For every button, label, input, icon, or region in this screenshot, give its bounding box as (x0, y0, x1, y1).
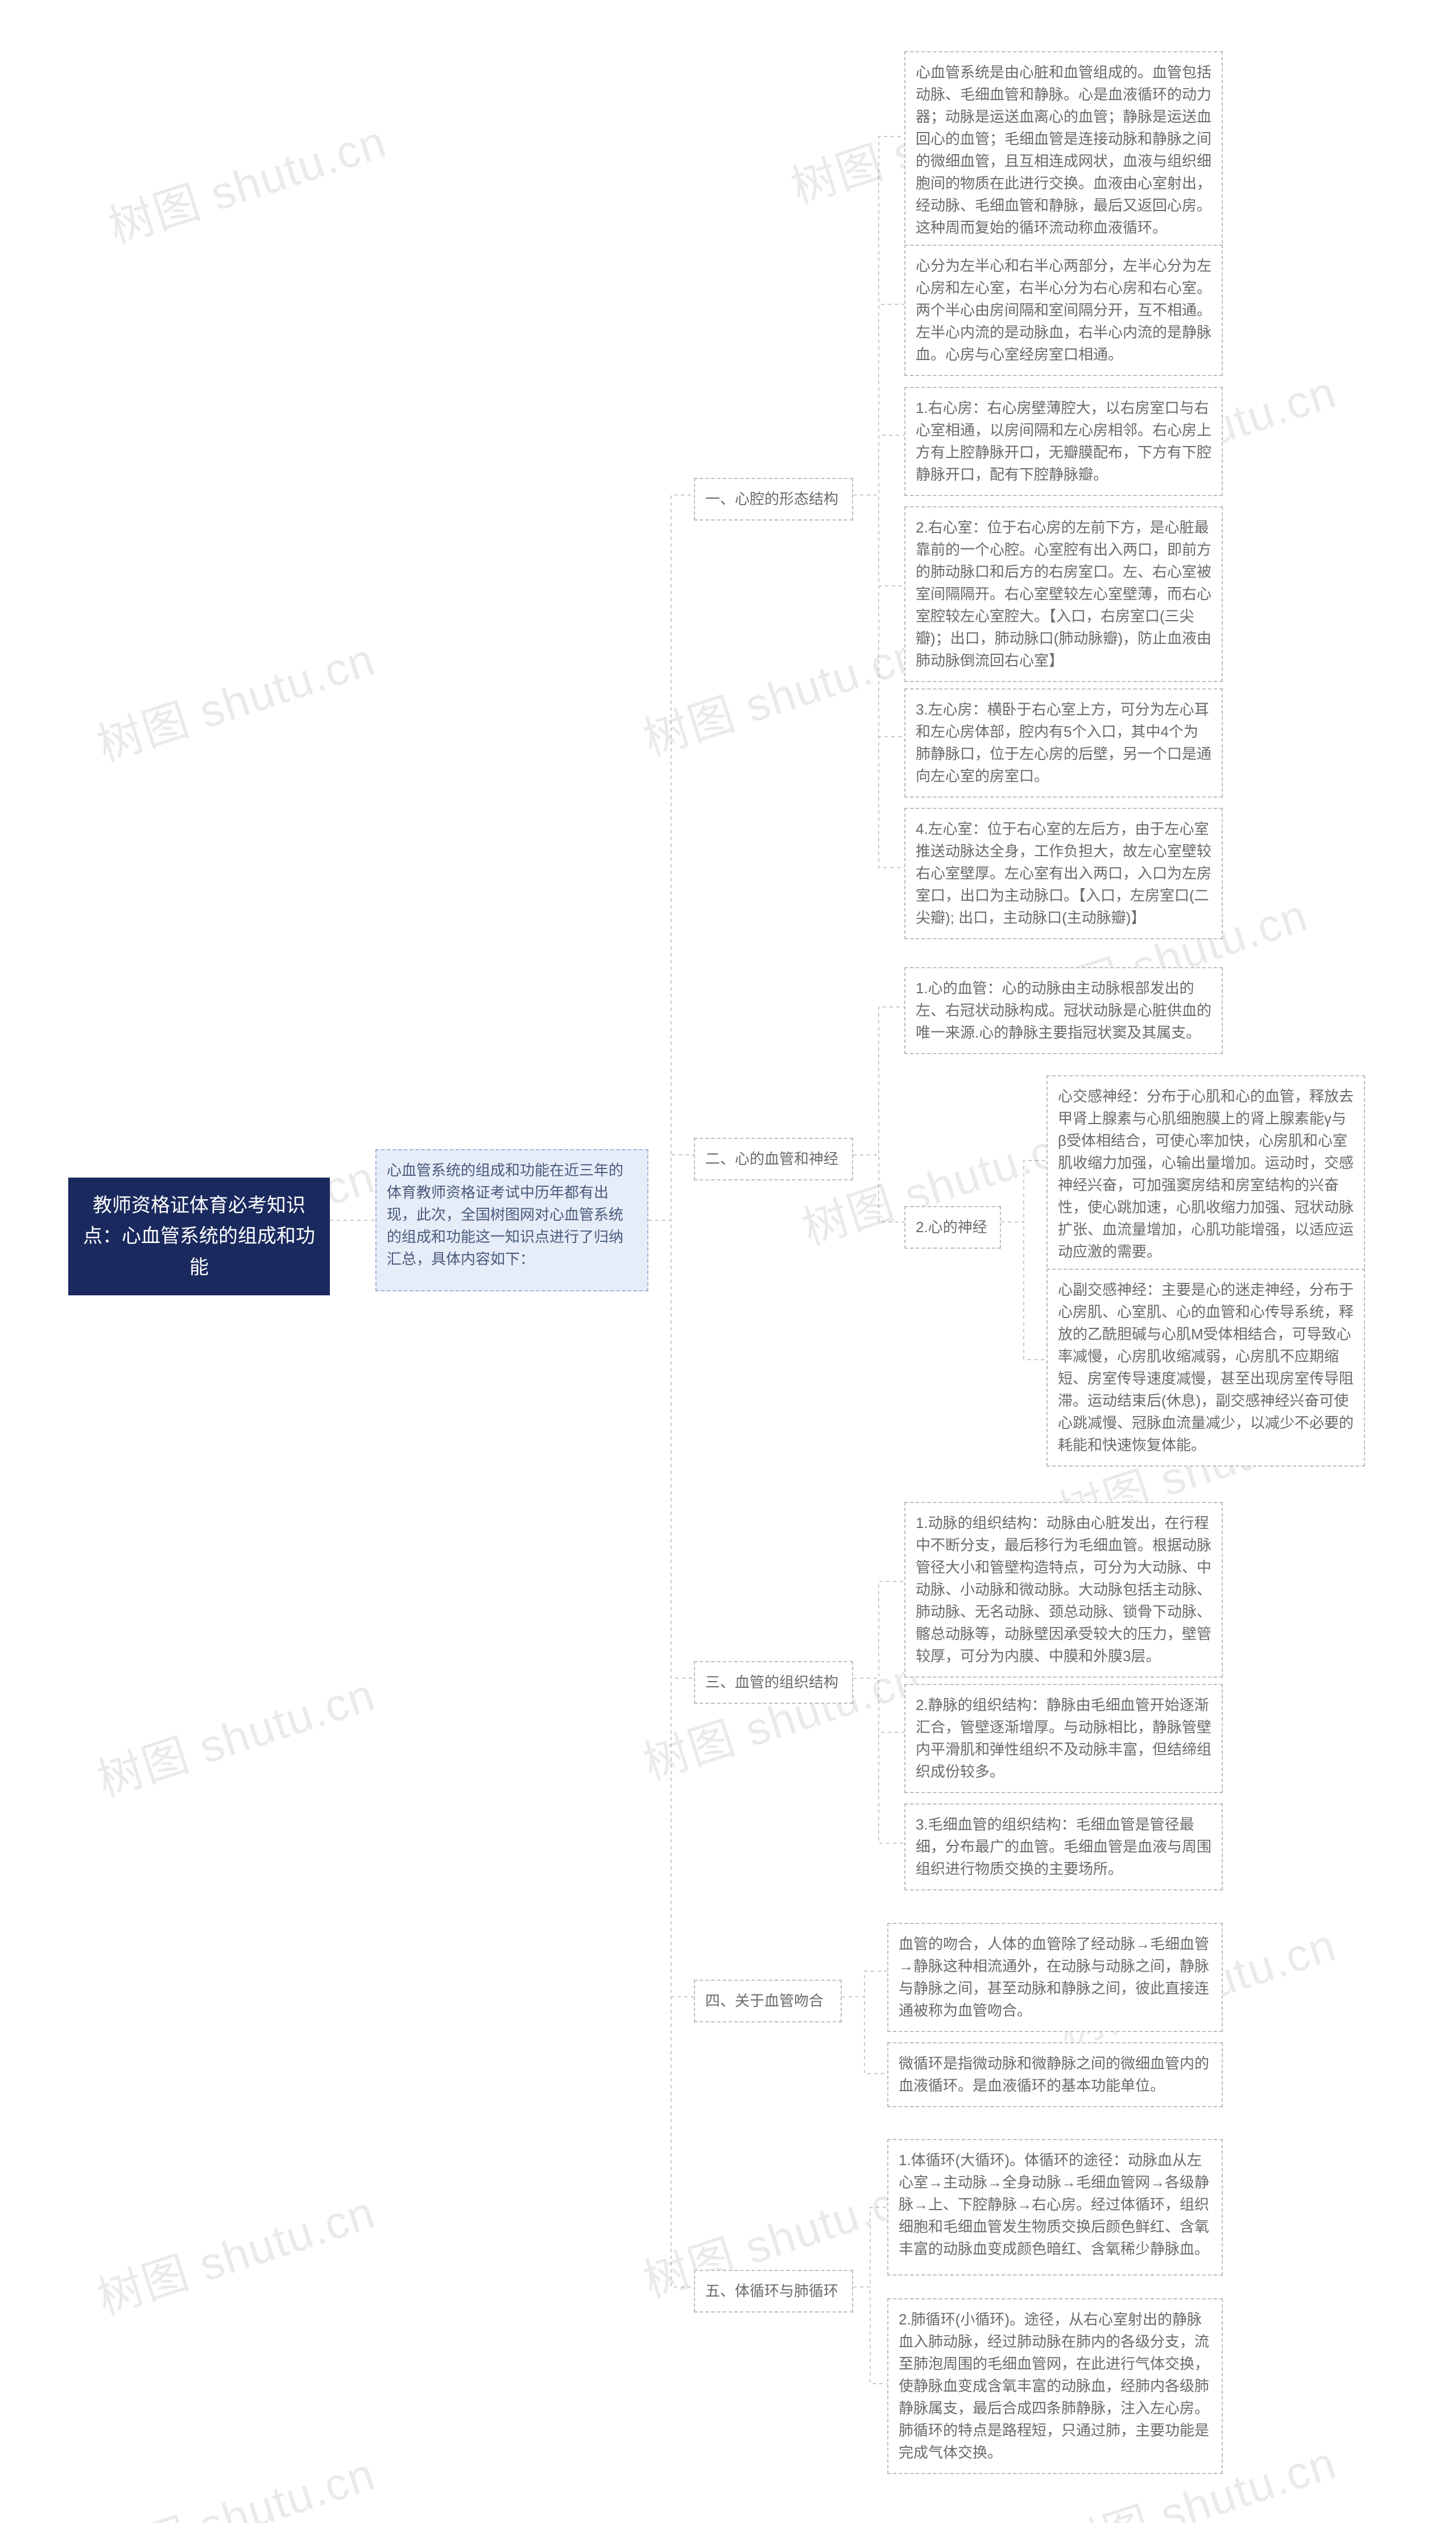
connector (853, 2287, 887, 2384)
node-s1_2: 心分为左半心和右半心两部分，左半心分为左心房和左心室，右半心分为右心房和右心室。… (904, 245, 1223, 376)
watermark: 树图 shutu.cn (88, 2438, 382, 2523)
connector (853, 1678, 904, 1843)
connector (853, 435, 904, 495)
connector (648, 1220, 694, 1997)
node-s3_1: 1.动脉的组织结构：动脉由心脏发出，在行程中不断分支，最后移行为毛细血管。根据动… (904, 1502, 1223, 1678)
connector (853, 137, 904, 495)
connector (853, 1581, 904, 1678)
node-s2: 二、心的血管和神经 (694, 1138, 853, 1180)
connector (1001, 1161, 1046, 1222)
connector (853, 1155, 904, 1222)
connector (853, 1007, 904, 1155)
connector (648, 1155, 694, 1220)
node-s3_3: 3.毛细血管的组织结构：毛细血管是管径最细，分布最广的血管。毛细血管是血液与周围… (904, 1803, 1223, 1890)
connector (1001, 1222, 1046, 1360)
node-s1_1: 心血管系统是由心脏和血管组成的。血管包括动脉、毛细血管和静脉。心是血液循环的动力… (904, 51, 1223, 249)
node-s3: 三、血管的组织结构 (694, 1661, 853, 1704)
connector (842, 1971, 887, 1997)
node-s3_2: 2.静脉的组织结构：静脉由毛细血管开始逐渐汇合，管壁逐渐增厚。与动脉相比，静脉管… (904, 1684, 1223, 1793)
connector (853, 495, 904, 586)
node-s4_1: 血管的吻合，人体的血管除了经动脉→毛细血管→静脉这种相流通外，在动脉与动脉之间，… (887, 1923, 1223, 2032)
connector (853, 495, 904, 737)
node-s5_1: 1.体循环(大循环)。体循环的途径：动脉血从左心室→主动脉→全身动脉→毛细血管网… (887, 2139, 1223, 2276)
node-s2b_1: 心交感神经：分布于心肌和心的血管，释放去甲肾上腺素与心肌细胞膜上的肾上腺素能γ与… (1046, 1075, 1365, 1273)
watermark: 树图 shutu.cn (88, 623, 382, 775)
node-s5: 五、体循环与肺循环 (694, 2270, 853, 2313)
connector (648, 1220, 694, 1678)
connector (648, 495, 694, 1220)
connector (853, 2207, 887, 2287)
node-s1_3: 1.右心房：右心房壁薄腔大，以右房室口与右心室相通，以房间隔和左心房相邻。右心房… (904, 387, 1223, 496)
watermark: 树图 shutu.cn (99, 105, 394, 257)
mindmap-canvas: 树图 shutu.cn 树图 shutu.cn 树图 shutu.cn 树图 shut… (0, 0, 1456, 2523)
node-s4: 四、关于血管吻合 (694, 1980, 842, 2022)
watermark: 树图 shutu.cn (88, 2176, 382, 2328)
node-intro: 心血管系统的组成和功能在近三年的体育教师资格证考试中历年都有出现，此次，全国树图… (375, 1149, 648, 1291)
node-s1_5: 3.左心房：横卧于右心室上方，可分为左心耳和左心房体部，腔内有5个入口，其中4个… (904, 688, 1223, 798)
connector (853, 495, 904, 868)
node-root: 教师资格证体育必考知识点：心血管系统的组成和功能 (68, 1178, 330, 1295)
node-s2_1: 1.心的血管：心的动脉由主动脉根部发出的左、右冠状动脉构成。冠状动脉是心脏供血的… (904, 967, 1223, 1054)
node-s1: 一、心腔的形态结构 (694, 478, 853, 521)
connector (853, 1678, 904, 1732)
node-s5_2: 2.肺循环(小循环)。途径，从右心室射出的静脉血入肺动脉，经过肺动脉在肺内的各级… (887, 2298, 1223, 2474)
node-s2b: 2.心的神经 (904, 1206, 1001, 1249)
watermark: 树图 shutu.cn (634, 617, 928, 769)
node-s4_2: 微循环是指微动脉和微静脉之间的微细血管内的血液循环。是血液循环的基本功能单位。 (887, 2042, 1223, 2107)
connector (853, 304, 904, 495)
node-s1_4: 2.右心室：位于右心房的左前下方，是心脏最靠前的一个心腔。心室腔有出入两口，即前… (904, 506, 1223, 682)
watermark: 树图 shutu.cn (88, 1658, 382, 1810)
node-s2b_2: 心副交感神经：主要是心的迷走神经，分布于心房肌、心室肌、心的血管和心传导系统，释… (1046, 1269, 1365, 1467)
node-s1_6: 4.左心室：位于右心室的左后方，由于左心室推送动脉达全身，工作负担大，故左心室壁… (904, 808, 1223, 939)
connector (842, 1997, 887, 2074)
connector (648, 1220, 694, 2287)
